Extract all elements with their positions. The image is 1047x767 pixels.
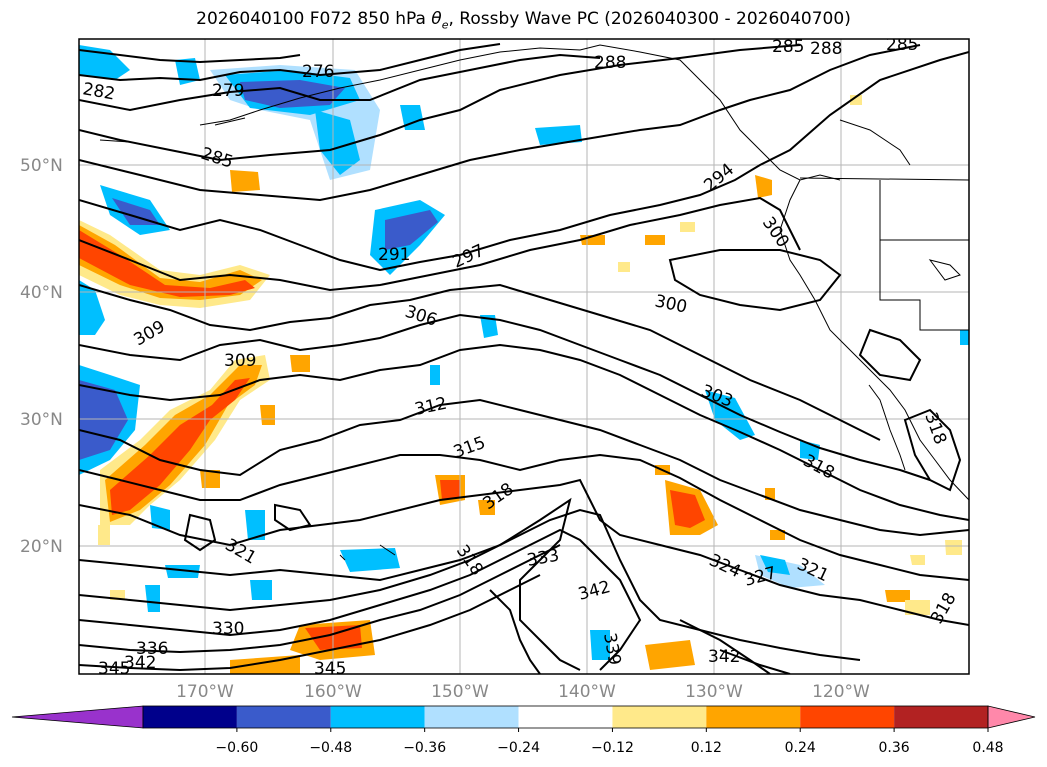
lon-label: 120°W [812, 682, 870, 702]
contour-label: 345 [314, 659, 346, 679]
lon-label: 170°W [176, 682, 234, 702]
contour-label: 330 [212, 619, 244, 639]
colorbar-tick-label: 0.24 [785, 740, 816, 756]
colorbar-extension-high [987, 705, 1036, 729]
lon-label: 140°W [558, 682, 616, 702]
contour-label: 300 [758, 213, 793, 251]
contour-label: 303 [698, 381, 736, 412]
contour-label: 288 [810, 39, 842, 59]
colorbar-swatch [612, 706, 707, 728]
lon-label: 160°W [304, 682, 362, 702]
contour-label: 345 [98, 659, 130, 679]
lat-label: 30°N [20, 410, 63, 430]
map-title: 2026040100 F072 850 hPa θe, Rossby Wave … [196, 9, 851, 32]
colorbar-tick-label: −0.48 [309, 740, 352, 756]
contour-label: 312 [413, 394, 449, 420]
colorbar-swatch [424, 706, 519, 728]
colorbar: −0.60 −0.48 −0.36 −0.24 −0.12 0.12 0.24 0.36 0.4… [11, 705, 1036, 756]
contour-label: 285 [772, 37, 804, 57]
contour-label: 306 [402, 302, 439, 331]
colorbar-tick-label: −0.24 [497, 740, 540, 756]
lat-labels: 50°N 40°N 30°N 20°N [20, 156, 63, 557]
lat-label: 50°N [20, 156, 63, 176]
colorbar-tick-label: 0.36 [879, 740, 910, 756]
contour-label: 291 [378, 245, 410, 265]
contour-label: 342 [708, 647, 740, 667]
contour-label: 339 [599, 631, 624, 666]
contour-label: 342 [124, 653, 156, 673]
colorbar-tick-label: −0.36 [403, 740, 446, 756]
contour-label: 342 [576, 577, 613, 605]
map-frame [78, 38, 970, 675]
contour-label: 327 [742, 563, 779, 591]
contour-label: 318 [800, 451, 838, 484]
contour-label: 309 [131, 317, 169, 351]
colorbar-outline [142, 705, 989, 729]
lon-label: 150°W [431, 682, 489, 702]
lat-label: 20°N [20, 537, 63, 557]
colorbar-swatch [236, 706, 331, 728]
contour-label: 333 [525, 546, 560, 571]
colorbar-tick-label: 0.12 [691, 740, 722, 756]
colorbar-swatch [706, 706, 801, 728]
colorbar-swatch [800, 706, 895, 728]
contour-label: 324 [706, 550, 744, 582]
contour-label: 285 [886, 35, 918, 55]
graticule [79, 39, 969, 674]
contour-label: 336 [136, 639, 168, 659]
lon-label: 130°W [685, 682, 743, 702]
contour-label: 309 [224, 351, 256, 371]
colorbar-swatch [894, 706, 988, 728]
colorbar-swatch [143, 706, 237, 728]
lat-label: 40°N [20, 283, 63, 303]
colorbar-swatch [330, 706, 425, 728]
contour-lines [79, 43, 969, 674]
lon-labels: 170°W 160°W 150°W 140°W 130°W 120°W [176, 682, 870, 702]
colorbar-swatch [518, 706, 613, 728]
colorbar-tick-label: 0.48 [972, 740, 1003, 756]
colorbar-tick-label: −0.60 [215, 740, 258, 756]
colorbar-tick-label: −0.12 [591, 740, 634, 756]
colorbar-extension-low [11, 705, 144, 729]
contour-label: 315 [451, 433, 488, 463]
contour-label: 279 [212, 81, 244, 101]
contour-label: 321 [222, 535, 260, 569]
contour-label: 288 [594, 53, 626, 73]
shading-layer [79, 45, 969, 674]
contour-label: 276 [302, 62, 334, 82]
contour-label: 300 [653, 291, 689, 317]
contour-label: 285 [198, 144, 235, 173]
contour-label: 318 [920, 410, 950, 447]
